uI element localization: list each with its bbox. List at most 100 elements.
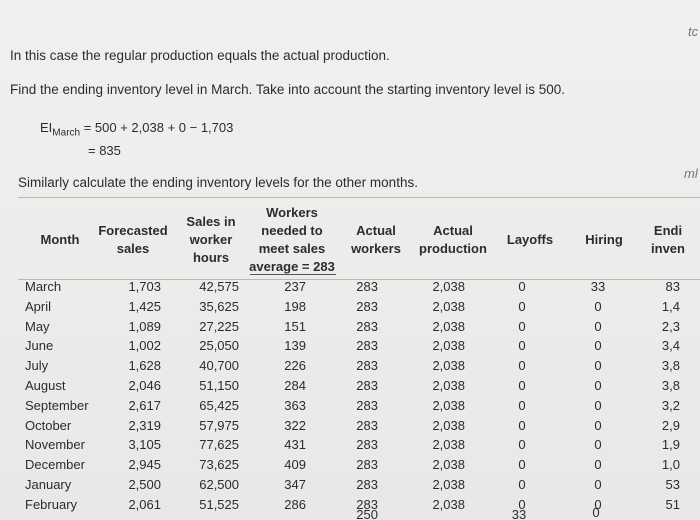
total-cell: 250 [356,507,378,520]
table-cell: 2,3 [661,318,680,334]
column-header: meet sales [258,241,326,256]
table-cell: 2,617 [128,397,161,413]
table-cell: 283 [356,318,378,334]
instruction: Similarly calculate the ending inventory… [18,175,418,190]
table-cell: 283 [356,417,378,433]
table-cell: 2,038 [432,417,465,433]
table-cell: 2,945 [128,457,161,473]
table-cell: 283 [356,457,378,473]
table-cell: 283 [356,338,378,354]
table-cell: 3,4 [661,338,680,354]
table-cell: 3,105 [128,437,161,453]
table-cell: 0 [594,437,602,453]
table-cell: 0 [518,417,526,433]
table-cell: 198 [284,298,306,314]
table-cell: 0 [518,338,526,354]
total-cell: 33 [511,507,527,520]
table-cell: 2,038 [432,496,465,512]
table-cell: 283 [356,477,378,492]
table-cell: 283 [356,358,378,374]
table-cell: 0 [594,318,602,334]
table-cell: December [25,457,85,473]
table-cell: June [25,338,54,354]
total-cell: 0 [592,505,600,520]
table-cell: 2,038 [432,338,465,354]
table-cell: 0 [518,397,526,413]
table-cell: 35,625 [199,298,239,314]
table-cell: March [25,279,62,294]
table-cell: May [25,318,50,334]
table-cell: 53 [665,477,680,492]
table-cell: 226 [284,358,306,374]
column-header: production [419,241,487,256]
table-cell: 42,575 [199,279,239,294]
table-cell: 1,002 [128,338,161,354]
formula-line: = 500 + 2,038 + 0 − 1,703 [83,120,234,135]
table-cell: 2,038 [432,437,465,453]
column-header: Endi [653,223,683,238]
column-header: sales [116,241,150,256]
table-cell: 0 [518,298,526,314]
table-cell: 51 [665,496,680,512]
formula: EIMarch = 500 + 2,038 + 0 − 1,703 [40,120,233,142]
table-cell: 0 [518,457,526,473]
table-cell: August [25,378,66,393]
table-cell: 51,150 [199,378,239,393]
table-cell: 0 [594,378,602,393]
table-cell: 409 [284,457,306,473]
table-cell: 322 [284,417,306,433]
table-cell: 0 [518,477,526,492]
formula-lhs: EI [40,120,53,135]
table-cell: 57,975 [199,417,239,433]
table-cell: 40,700 [199,358,239,374]
table-cell: 0 [594,298,602,314]
table-cell: 0 [518,496,526,512]
column-header: worker [189,232,233,247]
column-header: needed to [261,223,323,238]
table-cell: 1,089 [128,318,161,334]
table-cell: 3,8 [661,378,680,393]
table-top-rule [18,197,700,198]
table-cell: 25,050 [199,338,239,354]
table-cell: July [25,358,49,374]
table-cell: 0 [518,318,526,334]
table-cell: 283 [356,298,378,314]
column-header: Workers [266,205,318,220]
column-header: hours [192,250,230,265]
table-cell: 0 [594,417,602,433]
table-cell: 0 [594,358,602,374]
table-cell: 83 [665,279,680,294]
table-cell: 51,525 [199,496,239,512]
table-cell: 3,8 [661,358,680,374]
table-cell: 1,425 [128,298,161,314]
table-cell: 363 [284,397,306,413]
column-header: Sales in [186,214,236,229]
column-header: workers [351,241,401,256]
table-cell: 2,046 [128,378,161,393]
table-cell: 2,9 [661,417,680,433]
table-cell: 2,038 [432,397,465,413]
table-cell: September [25,397,89,413]
column-header: Layoffs [506,232,554,247]
formula-subscript: March [52,127,81,139]
column-header: Hiring [585,232,623,247]
table-cell: January [25,477,72,492]
column-header: Forecasted [98,223,168,238]
table-cell: February [25,496,78,512]
table-cell: 62,500 [199,477,239,492]
table-cell: 1,703 [128,279,161,294]
table-cell: 2,038 [432,477,465,492]
table-cell: 2,038 [432,279,465,294]
table-cell: 431 [284,437,306,453]
table-cell: 2,061 [128,496,161,512]
column-header: average = 283 [249,259,335,274]
table-cell: 2,319 [128,417,161,433]
table-cell: 65,425 [199,397,239,413]
table-cell: 1,4 [661,298,680,314]
table-cell: 283 [356,279,378,294]
table-cell: 27,225 [199,318,239,334]
table-cell: 2,038 [432,378,465,393]
column-header: Month [40,232,80,247]
margin-fragment: ml [684,166,698,181]
